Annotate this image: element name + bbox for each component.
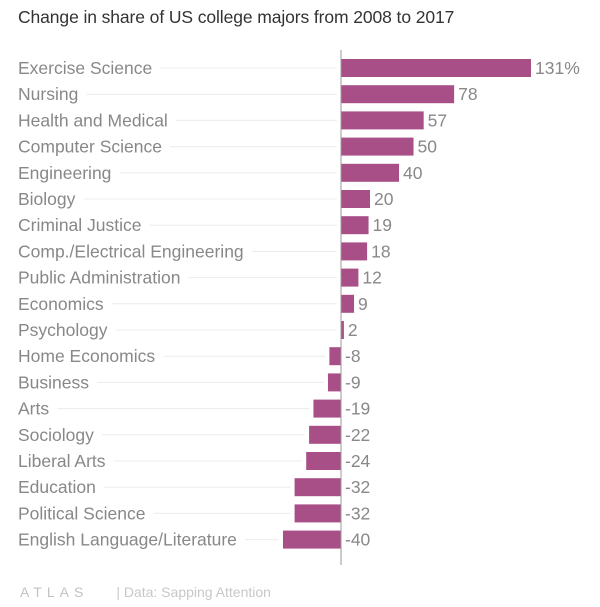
category-label: Computer Science bbox=[18, 137, 162, 157]
bar bbox=[294, 478, 341, 497]
category-label: Criminal Justice bbox=[18, 215, 142, 235]
value-label: 57 bbox=[428, 110, 447, 130]
leader-lines bbox=[57, 67, 337, 541]
value-label: -32 bbox=[345, 503, 370, 523]
category-label: Education bbox=[18, 477, 96, 497]
bar bbox=[341, 137, 414, 156]
category-label: Liberal Arts bbox=[18, 451, 106, 471]
bar bbox=[341, 242, 368, 261]
atlas-logo: ATLAS bbox=[20, 584, 89, 600]
bar bbox=[341, 85, 455, 104]
value-label: -40 bbox=[345, 530, 371, 550]
bar bbox=[306, 452, 341, 470]
bar bbox=[341, 59, 531, 77]
category-label: Psychology bbox=[18, 320, 108, 340]
bar bbox=[329, 347, 341, 366]
bars bbox=[282, 59, 531, 549]
category-label: Biology bbox=[18, 189, 76, 209]
value-label: 20 bbox=[374, 189, 394, 209]
value-label: 131% bbox=[535, 58, 580, 78]
chart-title: Change in share of US college majors fro… bbox=[18, 7, 455, 27]
category-label: Sociology bbox=[18, 425, 94, 445]
category-label: Arts bbox=[18, 399, 49, 419]
bar bbox=[341, 163, 400, 182]
value-label: -24 bbox=[345, 451, 371, 471]
bar bbox=[327, 373, 341, 392]
category-label: Health and Medical bbox=[18, 110, 168, 130]
category-label: English Language/Literature bbox=[18, 530, 237, 550]
value-label: -32 bbox=[345, 477, 370, 497]
value-label: -9 bbox=[345, 372, 361, 392]
value-label: 40 bbox=[403, 163, 423, 183]
category-label: Business bbox=[18, 372, 89, 392]
bar bbox=[341, 190, 371, 208]
value-label: 50 bbox=[418, 137, 438, 157]
bar bbox=[309, 425, 341, 444]
bar bbox=[341, 321, 344, 339]
chart-footer: ATLAS | Data: Sapping Attention bbox=[20, 584, 271, 600]
value-label: 18 bbox=[371, 241, 390, 261]
bar bbox=[282, 530, 341, 549]
value-label: 9 bbox=[358, 294, 368, 314]
bar bbox=[341, 111, 424, 130]
category-label: Home Economics bbox=[18, 346, 155, 366]
category-label: Public Administration bbox=[18, 268, 180, 288]
value-label: 2 bbox=[348, 320, 358, 340]
category-label: Political Science bbox=[18, 503, 145, 523]
value-label: -8 bbox=[345, 346, 361, 366]
category-label: Economics bbox=[18, 294, 104, 314]
bar bbox=[341, 294, 355, 313]
category-label: Nursing bbox=[18, 84, 78, 104]
category-label: Comp./Electrical Engineering bbox=[18, 241, 244, 261]
category-label: Engineering bbox=[18, 163, 111, 183]
category-labels: Exercise Science Nursing Health and Medica… bbox=[18, 58, 244, 550]
value-label: 12 bbox=[362, 268, 381, 288]
bar bbox=[294, 504, 341, 523]
value-label: 19 bbox=[373, 215, 392, 235]
category-label: Exercise Science bbox=[18, 58, 152, 78]
value-labels: 131% 78 57 50 40 20 19 18 12 92 -8 -9 -19 -22 -24 -32 -3… bbox=[345, 58, 580, 550]
source-note: | Data: Sapping Attention bbox=[116, 584, 271, 600]
bar bbox=[341, 268, 359, 287]
bar bbox=[313, 399, 341, 418]
bar bbox=[341, 216, 369, 235]
value-label: 78 bbox=[458, 84, 477, 104]
value-label: -19 bbox=[345, 399, 370, 419]
value-label: -22 bbox=[345, 425, 370, 445]
